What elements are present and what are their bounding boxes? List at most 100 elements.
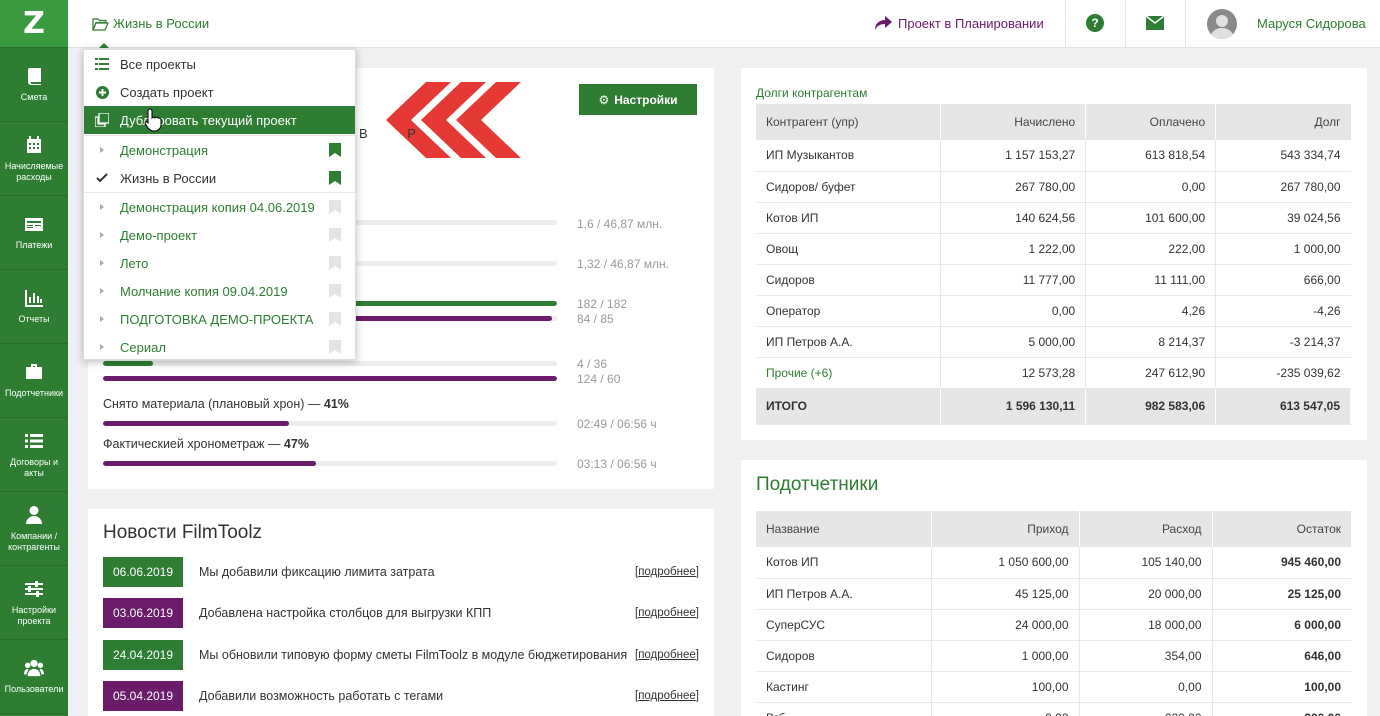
sidebar-item-companies[interactable]: Компании / контрагенты — [0, 492, 68, 566]
table-row[interactable]: Котов ИП 140 624,56 101 600,00 39 024,56 — [756, 202, 1351, 234]
amount-cell: 222,00 — [1085, 233, 1217, 265]
progress-value: 02:49 / 06:56 ч — [577, 417, 657, 431]
name-cell: Котов ИП — [756, 547, 932, 579]
column-header[interactable]: Оплачено — [1085, 104, 1217, 140]
table-row[interactable]: Прочие (+6) 12 573,28 247 612,90 -235 039,6… — [756, 357, 1351, 389]
app-logo[interactable]: Z — [0, 0, 68, 48]
column-header[interactable]: Остаток — [1212, 511, 1351, 547]
menu-item-project[interactable]: Молчание копия 09.04.2019 — [84, 277, 355, 305]
plan-project-link[interactable]: Проект в Планировании — [874, 15, 1044, 31]
debts-panel: Долги контрагентам Контрагент (упр) Начи… — [741, 68, 1367, 440]
bookmark-icon[interactable] — [329, 340, 341, 354]
sidebar-item-users[interactable]: Пользователи — [0, 640, 68, 714]
menu-item-project[interactable]: Демонстрация копия 04.06.2019 — [84, 193, 355, 221]
column-header[interactable]: Название — [756, 511, 932, 547]
share-arrow-icon — [875, 16, 892, 30]
amount-cell: 0,00 — [1079, 671, 1213, 703]
mouse-pointer-icon — [144, 108, 162, 132]
mail-icon[interactable] — [1146, 16, 1164, 30]
debts-caption[interactable]: Долги контрагентам — [756, 86, 868, 100]
sidebar-item-label: Настройки проекта — [11, 604, 57, 626]
news-item: 24.04.2019 Мы обновили типовую форму сме… — [103, 640, 699, 670]
name-cell: СуперСУС — [756, 609, 932, 641]
sidebar-item-accrued[interactable]: Начисляемые расходы — [0, 122, 68, 196]
menu-item-project[interactable]: Сериал — [84, 333, 355, 361]
table-row[interactable]: Сидоров/ буфет 267 780,00 0,00 267 780,00 — [756, 171, 1351, 203]
menu-item-project[interactable]: ПОДГОТОВКА ДЕМО-ПРОЕКТА — [84, 305, 355, 333]
menu-item-all-projects[interactable]: Все проекты — [84, 50, 355, 78]
bookmark-icon[interactable] — [329, 284, 341, 298]
settings-button[interactable]: ⚙ Настройки — [579, 84, 697, 115]
news-more-label: подробнее — [638, 607, 696, 619]
sidebar-item-accountables[interactable]: Подотчетники — [0, 344, 68, 418]
table-row[interactable]: Сидоров 11 777,00 11 111,00 666,00 — [756, 264, 1351, 296]
caret-right-icon — [100, 147, 104, 153]
column-header[interactable]: Начислено — [940, 104, 1087, 140]
sidebar-item-label: Договоры и акты — [10, 456, 58, 478]
counterparty-cell: Прочие (+6) — [756, 357, 942, 389]
help-icon[interactable]: ? — [1086, 14, 1104, 32]
table-row[interactable]: СуперСУС 24 000,00 18 000,00 6 000,00 — [756, 609, 1351, 641]
news-more-link[interactable]: [подробнее] — [634, 649, 699, 661]
table-row[interactable]: Овощ 1 222,00 222,00 1 000,00 — [756, 233, 1351, 265]
menu-item-create-project[interactable]: Создать проект — [84, 78, 355, 106]
sidebar-item-contracts[interactable]: Договоры и акты — [0, 418, 68, 492]
column-header[interactable]: Долг — [1215, 104, 1351, 140]
sidebar-item-label: Отчеты — [18, 314, 50, 324]
amount-cell: 354,00 — [1079, 640, 1213, 672]
progress-percent: 47% — [283, 437, 309, 451]
menu-item-project[interactable]: Лето — [84, 249, 355, 277]
table-row[interactable]: Кастинг 100,00 0,00 100,00 — [756, 671, 1351, 703]
news-more-link[interactable]: [подробнее] — [634, 607, 699, 619]
menu-item-duplicate-project[interactable]: Дублировать текущий проект — [84, 106, 355, 134]
bookmark-icon[interactable] — [329, 200, 341, 214]
sidebar-item-label: Подотчетники — [5, 388, 63, 398]
bar-chart-icon — [25, 290, 43, 307]
card-icon — [25, 218, 43, 231]
amount-cell: 39 024,56 — [1215, 202, 1351, 234]
column-header[interactable]: Расход — [1079, 511, 1213, 547]
menu-item-label: ПОДГОТОВКА ДЕМО-ПРОЕКТА — [120, 311, 314, 327]
amount-cell: 100,00 — [931, 671, 1080, 703]
table-row[interactable]: ИП Петров А.А. 45 125,00 20 000,00 25 125,0… — [756, 578, 1351, 610]
news-more-link[interactable]: [подробнее] — [634, 566, 699, 578]
username[interactable]: Маруся Сидорова — [1257, 16, 1366, 31]
column-header[interactable]: Приход — [931, 511, 1080, 547]
menu-item-project[interactable]: Жизнь в России — [84, 164, 355, 192]
sidebar-item-label: Платежи — [15, 240, 53, 250]
bookmark-icon[interactable] — [329, 171, 341, 185]
avatar[interactable] — [1207, 9, 1237, 39]
counterparty-cell: Оператор — [756, 295, 942, 327]
table-row[interactable]: Сидоров 1 000,00 354,00 646,00 — [756, 640, 1351, 672]
column-header[interactable]: Контрагент (упр) — [756, 104, 942, 140]
brand-logo-text: В Р — [359, 126, 434, 141]
table-header-row: Контрагент (упр) Начислено Оплачено Долг — [756, 104, 1351, 140]
table-row[interactable]: ИП Музыкантов 1 157 153,27 613 818,54 543 3… — [756, 140, 1351, 172]
table-row[interactable]: Оператор 0,00 4,26 -4,26 — [756, 295, 1351, 327]
project-breadcrumb[interactable]: Жизнь в России — [92, 16, 209, 31]
amount-cell: 0,00 — [931, 702, 1080, 716]
news-more-link[interactable]: [подробнее] — [634, 690, 699, 702]
bookmark-icon[interactable] — [329, 143, 341, 157]
bookmark-icon[interactable] — [329, 312, 341, 326]
sidebar-item-label: Компании / контрагенты — [8, 530, 60, 552]
amount-cell: 1 157 153,27 — [940, 140, 1087, 172]
menu-item-label: Сериал — [120, 339, 166, 355]
sidebar-item-reports[interactable]: Отчеты — [0, 270, 68, 344]
total-row: ИТОГО 1 596 130,11 982 583,06 613 547,05 — [756, 388, 1351, 425]
table-row[interactable]: ИП Петров А.А. 5 000,00 8 214,37 -3 214,37 — [756, 326, 1351, 358]
menu-item-project[interactable]: Демонстрация — [84, 136, 355, 164]
sidebar-item-payments[interactable]: Платежи — [0, 196, 68, 270]
table-row[interactable]: Котов ИП 1 050 600,00 105 140,00 945 460,00 — [756, 547, 1351, 579]
copy-icon — [95, 113, 109, 127]
news-text: Мы обновили типовую форму сметы FilmTool… — [199, 648, 628, 662]
sidebar-item-estimate[interactable]: Смета — [0, 48, 68, 122]
bookmark-icon[interactable] — [329, 228, 341, 242]
menu-item-project[interactable]: Демо-проект — [84, 221, 355, 249]
total-amount: 1 596 130,11 — [940, 388, 1087, 425]
sidebar-item-project-settings[interactable]: Настройки проекта — [0, 566, 68, 640]
amount-cell: 200,00 — [1212, 702, 1351, 716]
news-text: Мы добавили фиксацию лимита затрата — [199, 565, 435, 579]
bookmark-icon[interactable] — [329, 256, 341, 270]
